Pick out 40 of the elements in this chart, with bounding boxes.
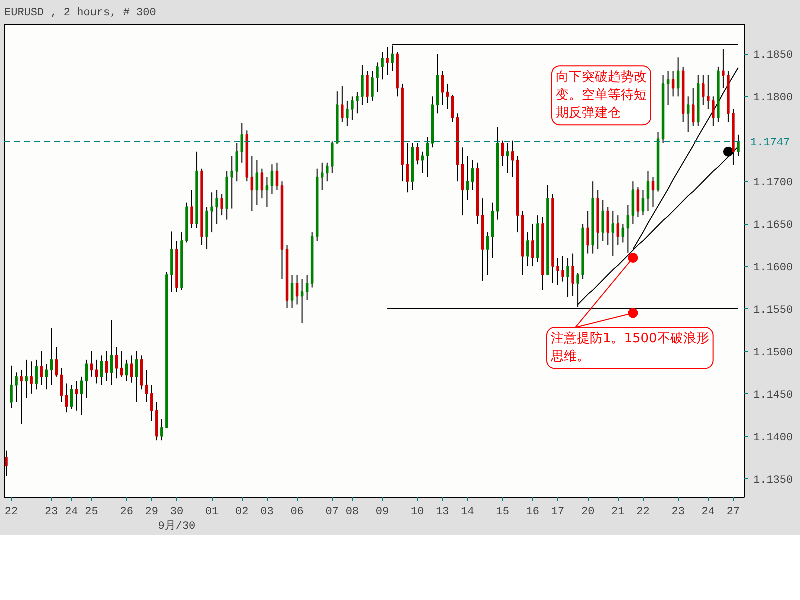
y-tick-label: 1.1450 [754,390,794,402]
x-tick-label: 23 [45,506,58,518]
y-tick-label: 1.1850 [754,50,794,62]
chart-title: EURUSD , 2 hours, # 300 [4,8,156,20]
x-tick-label: 24 [702,506,716,518]
y-tick-label: 1.1550 [754,304,794,317]
x-tick-label: 01 [205,506,220,518]
x-tick-label: 22 [636,506,650,518]
x-tick-label: 13 [436,506,450,518]
x-tick-label: 08 [346,506,360,518]
x-tick-label: 24 [65,506,79,518]
x-tick-label: 22 [4,506,18,518]
y-tick-label: 1.1500 [754,347,794,360]
ref-line-label: 1.1747 [750,138,790,150]
annotation: 向下突破趋势改变。空单等待短期反弹建仓 [556,70,647,122]
x-tick-label: 30 9月/30 [158,506,196,533]
x-tick-label: 21 [612,506,626,518]
x-tick-label: 17 [551,506,565,518]
annotation: 注意提防1。1500不破浪形思维。 [550,330,710,365]
y-tick-label: 1.1700 [754,178,794,190]
x-tick-label: 26 [120,506,134,518]
x-tick-label: 20 [581,506,595,518]
x-tick-label: 27 [726,506,740,518]
x-tick-label: 02 [236,506,249,518]
x-tick-label: 15 [496,506,510,518]
x-tick-label: 23 [672,506,685,518]
y-tick-label: 1.1400 [754,432,794,444]
x-tick-label: 14 [461,506,475,518]
x-tick-label: 07 [326,506,339,518]
x-tick-label: 10 [411,506,424,518]
x-tick-label: 06 [290,506,304,518]
x-tick-label: 09 [376,506,390,518]
y-tick-label: 1.1600 [754,262,794,275]
x-tick-label: 29 [145,506,158,518]
x-tick-label: 03 [260,506,274,518]
y-tick-label: 1.1350 [754,474,794,487]
y-tick-label: 1.1650 [754,220,794,232]
x-tick-label: 16 [526,506,540,518]
x-tick-label: 25 [85,506,98,518]
y-tick-label: 1.1800 [754,92,794,105]
